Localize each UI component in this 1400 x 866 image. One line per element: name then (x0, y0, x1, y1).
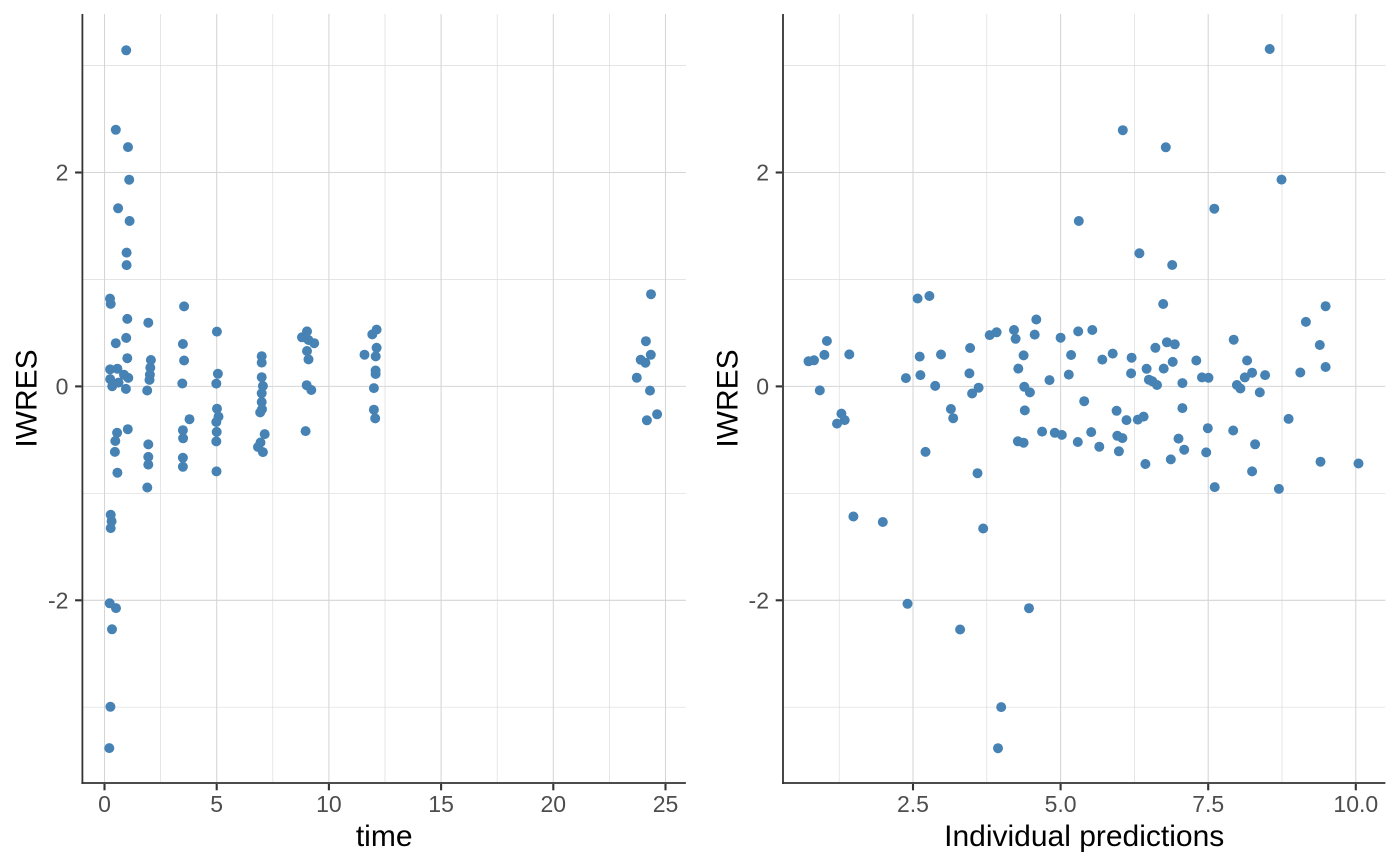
svg-text:time: time (356, 820, 413, 853)
svg-text:-2: -2 (749, 588, 769, 614)
svg-text:25: 25 (653, 791, 679, 817)
svg-text:20: 20 (541, 791, 567, 817)
svg-text:IWRES: IWRES (11, 349, 44, 447)
svg-text:2.5: 2.5 (897, 791, 929, 817)
svg-text:2: 2 (756, 160, 769, 186)
svg-text:-2: -2 (48, 588, 68, 614)
svg-text:0: 0 (756, 374, 769, 400)
svg-text:0: 0 (56, 374, 69, 400)
svg-text:7.5: 7.5 (1192, 791, 1224, 817)
svg-text:10.0: 10.0 (1333, 791, 1378, 817)
svg-text:15: 15 (428, 791, 454, 817)
svg-text:10: 10 (316, 791, 342, 817)
svg-text:5.0: 5.0 (1045, 791, 1077, 817)
svg-text:IWRES: IWRES (712, 349, 745, 447)
svg-text:0: 0 (98, 791, 111, 817)
svg-text:Individual predictions: Individual predictions (944, 820, 1224, 853)
svg-text:2: 2 (56, 160, 69, 186)
svg-text:5: 5 (210, 791, 223, 817)
